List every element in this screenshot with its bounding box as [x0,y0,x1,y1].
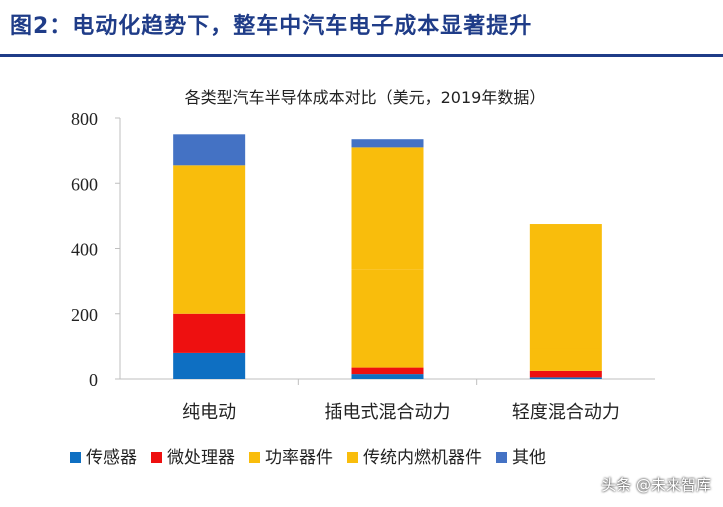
x-tick-label: 纯电动 [182,402,236,423]
legend-label: 微处理器 [167,448,235,468]
legend-swatch [70,452,81,463]
legend-swatch [347,452,358,463]
figure-title: 图2：电动化趋势下，整车中汽车电子成本显著提升 [10,14,533,39]
bar-segment [173,165,246,314]
bar-segment [351,374,424,379]
x-tick-labels: 纯电动 插电式混合动力 轻度混合动力 [182,402,620,423]
title-rule [0,54,723,57]
watermark: 头条 @未来智库 [601,476,711,494]
bar-segment [351,139,424,148]
legend-label: 其他 [512,448,546,468]
legend: 传感器 微处理器 功率器件 传统内燃机器件 其他 [70,448,546,468]
bar-segment [351,367,424,375]
bar-segment [529,370,602,378]
legend-swatch [249,452,260,463]
y-tick-label: 0 [89,370,98,390]
legend-label: 传感器 [86,448,137,468]
bar-segment [173,352,246,379]
legend-swatch [151,452,162,463]
legend-label: 传统内燃机器件 [363,448,482,468]
bar-segment [529,377,602,379]
bar-segment [173,134,246,166]
bars [173,134,602,379]
y-tick-label: 600 [71,174,98,194]
y-tick-label: 800 [71,109,98,129]
bar-segment [173,313,246,353]
y-tick-label: 200 [71,305,98,325]
legend-label: 功率器件 [265,448,333,468]
legend-swatch [496,452,507,463]
bar-segment [529,224,602,349]
bar-segment [529,348,602,371]
bar-segment [351,147,424,270]
bar-segment [351,269,424,368]
x-tick-label: 插电式混合动力 [325,402,451,423]
chart-title: 各类型汽车半导体成本对比（美元，2019年数据） [185,88,546,107]
x-tick-label: 轻度混合动力 [512,402,620,423]
y-tick-label: 400 [71,240,98,260]
